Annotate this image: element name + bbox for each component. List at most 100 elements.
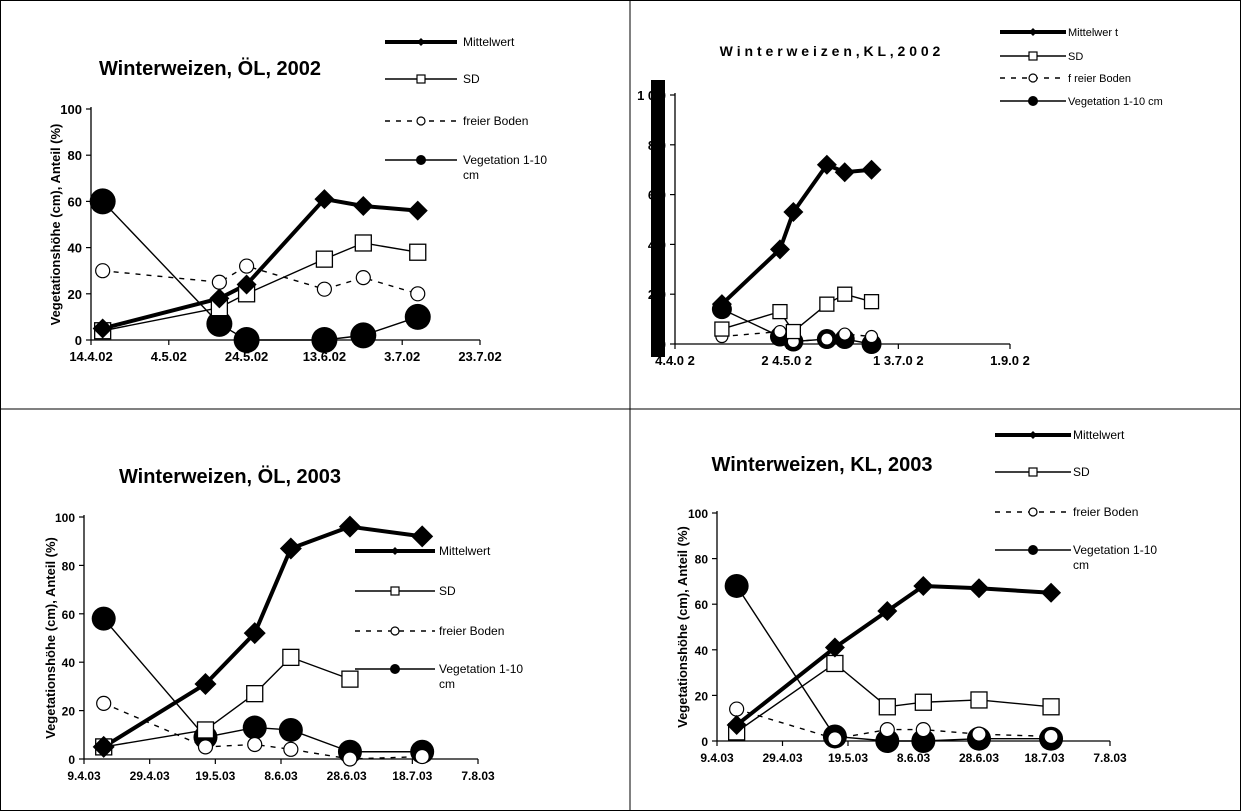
x-tick-label: 9.4.03 xyxy=(700,751,734,765)
freier-boden-series-point-3 xyxy=(283,741,299,757)
freier-boden-series-point-0 xyxy=(729,701,745,717)
y-tick-label: 100 xyxy=(688,507,708,521)
x-tick-label: 7.8.03 xyxy=(1093,751,1127,765)
sd-series-point-3 xyxy=(282,648,300,667)
sd-series-point-3 xyxy=(914,693,932,711)
x-tick-label: 18.7.03 xyxy=(1024,751,1064,765)
y-tick-label: 80 xyxy=(695,553,709,567)
legend-label-freier-boden: freier Boden xyxy=(1073,505,1138,519)
y-tick-label: 80 xyxy=(68,148,82,163)
legend-marker-mittelwer-t xyxy=(1029,28,1037,36)
sd-series-line xyxy=(102,242,418,332)
y-tick-label: 20 xyxy=(68,287,82,302)
sd-series-point-5 xyxy=(863,294,880,310)
legend-marker-mittelwert xyxy=(417,38,425,46)
mittelwert-series-point-0 xyxy=(92,318,113,339)
legend-marker-sd xyxy=(416,74,426,84)
y-tick-label: 20 xyxy=(695,689,709,703)
mittelwert-series-point-2 xyxy=(783,202,804,223)
freier-boden-series-point-5 xyxy=(414,748,430,765)
sd-series-point-4 xyxy=(970,691,988,709)
mittelwert-series-point-4 xyxy=(338,515,361,538)
freier-boden-series-point-2 xyxy=(879,721,895,738)
y-tick-label: 60 xyxy=(68,194,82,209)
sd-series-point-4 xyxy=(837,286,853,302)
chart-kl-2003: Winterweizen, KL, 2003 Vegetationshöhe (c… xyxy=(675,428,1157,765)
vegetation-1-10-cm-series-point-5 xyxy=(404,303,431,330)
x-tick-label: 18.7.03 xyxy=(392,769,432,783)
x-tick-label: 14.4.02 xyxy=(69,349,112,364)
legend-label-vegetation-1-10-cm: Vegetation 1-10 cm xyxy=(1068,96,1163,108)
y-axis-label: Vegetationshöhe (cm), Anteil (%) xyxy=(43,537,58,739)
mittelwert-series-point-2 xyxy=(877,601,898,622)
x-tick-label: 7.8.03 xyxy=(461,769,495,783)
legend-marker-vegetation-1-10-cm xyxy=(416,155,426,165)
mittelwert-series-point-1 xyxy=(769,239,790,260)
legend-label-freier-boden: freier Boden xyxy=(463,114,528,128)
mittelwert-series-point-3 xyxy=(816,154,837,175)
y-tick-label: 0 xyxy=(75,333,82,348)
sd-series-point-3 xyxy=(315,250,334,268)
mittelwert-series-line xyxy=(102,197,418,331)
y-tick-label: 60 xyxy=(62,608,76,622)
sd-series-point-1 xyxy=(772,303,788,320)
x-tick-label: 1.9.0 2 xyxy=(990,353,1030,368)
y-tick-label: 2 0 xyxy=(648,287,666,302)
legend-label-sd: SD xyxy=(1073,465,1090,479)
freier-boden-series-point-0 xyxy=(95,263,111,279)
vegetation-1-10-cm-series-point-3 xyxy=(911,729,936,753)
freier-boden-series-point-4 xyxy=(342,751,358,767)
x-tick-label: 19.5.03 xyxy=(195,769,235,783)
legend-marker-freier-boden xyxy=(390,626,400,636)
y-axis-label-block xyxy=(651,80,665,357)
y-tick-label: 1 0 0 xyxy=(637,88,666,103)
x-tick-label: 9.4.03 xyxy=(67,769,101,783)
legend-label-f-reier-boden: f reier Boden xyxy=(1068,73,1131,85)
y-tick-label: 0 xyxy=(659,337,666,352)
legend-marker-f-reier-boden xyxy=(1028,73,1038,83)
legend-marker-vegetation-1-10-cm xyxy=(1028,96,1038,106)
mittelwert-series-point-5 xyxy=(861,159,882,180)
x-tick-label: 13.6.02 xyxy=(303,349,346,364)
chart-oel-2003: Winterweizen, ÖL, 2003 Vegetationshöhe (c… xyxy=(43,465,523,783)
mittelwert-series-point-3 xyxy=(314,189,335,210)
freier-boden-series-point-1 xyxy=(827,731,843,747)
legend-marker-sd xyxy=(1028,51,1038,61)
legend-marker-vegetation-1-10-cm xyxy=(1028,545,1038,555)
mittelwert-series-line xyxy=(720,162,872,306)
mittelwert-series-point-5 xyxy=(1041,582,1062,603)
freier-boden-series-line xyxy=(103,702,423,760)
vegetation-1-10-cm-series-line xyxy=(103,618,423,753)
freier-boden-series-point-2 xyxy=(247,736,263,753)
legend-label-sd: SD xyxy=(463,72,480,86)
sd-series-point-4 xyxy=(341,670,359,688)
x-tick-label: 4.5.02 xyxy=(151,349,187,364)
y-tick-label: 60 xyxy=(695,598,709,612)
mittelwert-series-point-3 xyxy=(279,537,302,560)
mittelwert-series-point-4 xyxy=(969,578,989,599)
vegetation-1-10-cm-series-line xyxy=(736,585,1052,742)
x-tick-label: 28.6.03 xyxy=(327,769,367,783)
sd-series-point-5 xyxy=(1042,698,1060,716)
legend-label-vegetation-1-10-cm: Vegetation 1-10 cm xyxy=(463,153,547,182)
freier-boden-series-point-4 xyxy=(971,726,987,742)
vegetation-1-10-cm-series-point-1 xyxy=(206,310,233,337)
freier-boden-series-point-5 xyxy=(864,329,879,344)
sd-series-line xyxy=(736,662,1052,733)
y-tick-label: 40 xyxy=(695,644,709,658)
freier-boden-series-point-2 xyxy=(239,258,255,274)
vegetation-1-10-cm-series-point-0 xyxy=(724,573,749,598)
x-tick-label: 4.4.0 2 xyxy=(655,353,695,368)
x-tick-label: 8.6.03 xyxy=(264,769,298,783)
freier-boden-series-point-3 xyxy=(316,281,332,297)
sd-series-point-3 xyxy=(819,296,835,312)
legend-marker-freier-boden xyxy=(1028,507,1038,517)
legend-label-sd: SD xyxy=(1068,51,1083,63)
sd-series-point-0 xyxy=(714,321,730,337)
x-tick-label: 1 3.7.0 2 xyxy=(873,353,924,368)
x-tick-label: 19.5.03 xyxy=(828,751,868,765)
legend-label-mittelwert: Mittelwert xyxy=(1073,428,1125,442)
chart-title: Winterweizen, ÖL, 2003 xyxy=(119,465,341,488)
legend-label-sd: SD xyxy=(439,584,456,598)
